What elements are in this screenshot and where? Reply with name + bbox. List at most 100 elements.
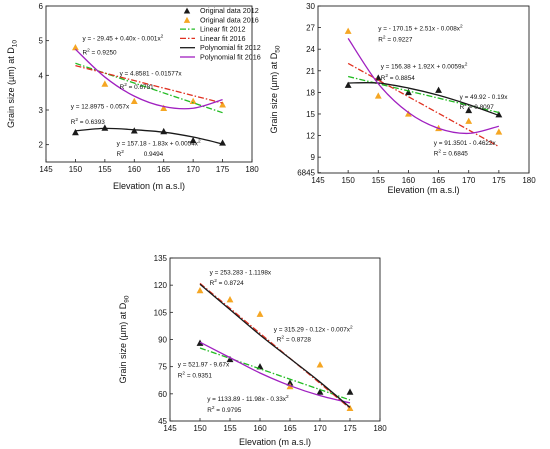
fit-equation-label: R2 = 0.6781	[120, 82, 155, 91]
y-axis-label: Grain size (µm) at D10	[6, 40, 19, 128]
equation-tail: = 0.8097	[467, 104, 494, 111]
equation-text: R	[82, 50, 87, 57]
y-tick-label: 12	[306, 132, 315, 141]
equation-text: y = 91.3501 - 0.4622x	[434, 140, 497, 147]
legend-marker	[183, 7, 191, 14]
fit-equation-label: R2 = 0.9227	[378, 34, 413, 43]
equation-superscript: 2	[182, 371, 185, 377]
x-tick-label: 165	[432, 176, 446, 185]
data-point-2016	[405, 110, 412, 117]
data-point-2016	[374, 92, 382, 99]
polynomial-fit-curve	[199, 341, 351, 404]
x-tick-label: 175	[343, 424, 357, 433]
equation-superscript: 2	[286, 394, 289, 400]
x-tick-label: 180	[373, 424, 387, 433]
data-point-2012	[316, 388, 324, 395]
fit-equation-label: y = 156.38 + 1.92X + 0.0059x2	[381, 62, 468, 71]
polynomial-fit-curve	[347, 38, 500, 135]
equation-text: y = 4.8581 - 0.01577x	[120, 70, 183, 77]
data-point-2016	[189, 97, 197, 105]
equation-text: R	[378, 36, 383, 43]
fit-equation-label: R2 = 0.9795	[207, 405, 242, 414]
x-tick-label: 150	[193, 424, 207, 433]
plot-frame	[317, 5, 530, 174]
polynomial-fit-curve	[199, 283, 351, 408]
x-tick-label: 145	[163, 424, 177, 433]
x-tick-label: 170	[186, 165, 200, 174]
data-point-2016	[316, 361, 324, 368]
y-axis-label-text: Grain size (µm) at D	[269, 52, 279, 133]
equation-text: y = 49.92 - 0.19x	[460, 94, 509, 101]
fit-equation-label: 0.9494	[144, 151, 164, 158]
equation-superscript: 2	[87, 48, 90, 54]
polynomial-fit-curve	[75, 127, 223, 145]
fit-equation-label: y = - 170.15 + 2.51x - 0.008x2	[378, 23, 463, 32]
x-tick-label: 155	[372, 176, 386, 185]
x-tick-label: 165	[283, 424, 297, 433]
x-axis-label: Elevation (m a.s.l)	[113, 181, 185, 191]
fit-equation-label: y = 91.3501 - 0.4622x	[434, 140, 497, 147]
equation-text: R	[178, 373, 183, 380]
data-point-2012	[286, 379, 294, 386]
data-point-2016	[219, 101, 226, 108]
fit-equation-label: y = 49.92 - 0.19x	[460, 94, 509, 101]
fit-equation-label: y = 157.18 - 1.83x + 0.0054x2	[117, 138, 201, 147]
equation-tail: = 0.9227	[386, 36, 413, 43]
y-tick-label: 18	[306, 88, 315, 97]
x-axis-label: Elevation (m a.s.l)	[239, 437, 311, 447]
fit-equation-label: y = 4.8581 - 0.01577x	[120, 70, 183, 77]
linear-fit-line	[199, 282, 351, 409]
fit-equation-label: R2 = 0.6845	[434, 149, 469, 158]
equation-superscript: 2	[383, 34, 386, 40]
equation-tail: = 0.9250	[90, 50, 117, 57]
data-point-2016	[130, 97, 138, 105]
y-axis-label-text: Grain size (µm) at D	[6, 47, 16, 128]
equation-tail: = 0.6845	[441, 151, 468, 158]
fit-equation-label: R2 = 0.8724	[210, 278, 245, 287]
data-point-2016	[495, 128, 503, 135]
equation-text: R	[434, 151, 439, 158]
x-tick-label: 170	[313, 424, 327, 433]
chart-d90-panel: 145 150 155 160 165 170 175 180 45 60 75 90 105 120 13…	[118, 254, 387, 447]
y-tick-label: 2	[39, 141, 44, 150]
equation-tail: = 0.9795	[214, 407, 241, 414]
equation-text: y = 253.283 - 1.1198x	[210, 269, 272, 276]
legend-label: Polynomial fit 2012	[200, 43, 261, 52]
fit-equation-label: y = 253.283 - 1.1198x	[210, 269, 272, 276]
legend-label: Linear fit 2012	[200, 25, 246, 34]
y-tick-label: 75	[158, 363, 167, 372]
polynomial-fit-curve	[348, 82, 500, 117]
y-tick-label: 9	[311, 153, 316, 162]
equation-tail: = 0.6781	[127, 84, 154, 91]
polynomial-fit-curve	[74, 48, 223, 110]
y-tick-label: 90	[158, 336, 167, 345]
equation-text: R	[207, 407, 212, 414]
x-tick-label: 145	[39, 165, 53, 174]
x-tick-label: 170	[462, 176, 476, 185]
plot-frame	[45, 5, 253, 163]
equation-tail: = 0.9351	[185, 373, 212, 380]
legend-label: Original data 2012	[200, 6, 259, 15]
equation-text: y = 156.38 + 1.92X + 0.0059x	[381, 64, 466, 71]
fit-equation-label: R2 = 0.8728	[277, 334, 312, 343]
fit-equation-label: R2 = 0.8097	[460, 102, 495, 111]
data-point-2012	[435, 86, 442, 93]
y-axis-label-subscript: 90	[124, 295, 131, 303]
data-point-2016	[346, 404, 354, 412]
x-tick-label: 145	[311, 176, 325, 185]
data-point-2012	[72, 128, 79, 136]
equation-superscript: 2	[350, 324, 353, 330]
data-point-2012	[160, 127, 168, 135]
y-tick-label: 6	[39, 2, 44, 11]
data-point-2016	[160, 104, 168, 111]
fit-equation-label: y = 521.97 - 9.67x	[178, 362, 230, 369]
fit-equation-label: y = 12.8975 - 0.057x	[71, 103, 130, 110]
y-tick-label: 105	[154, 308, 168, 317]
equation-text: R	[277, 336, 282, 343]
data-point-2012	[101, 124, 109, 131]
y-tick-label: 3	[39, 106, 44, 115]
y-tick-label: 120	[154, 281, 168, 290]
data-point-2016	[226, 296, 234, 303]
